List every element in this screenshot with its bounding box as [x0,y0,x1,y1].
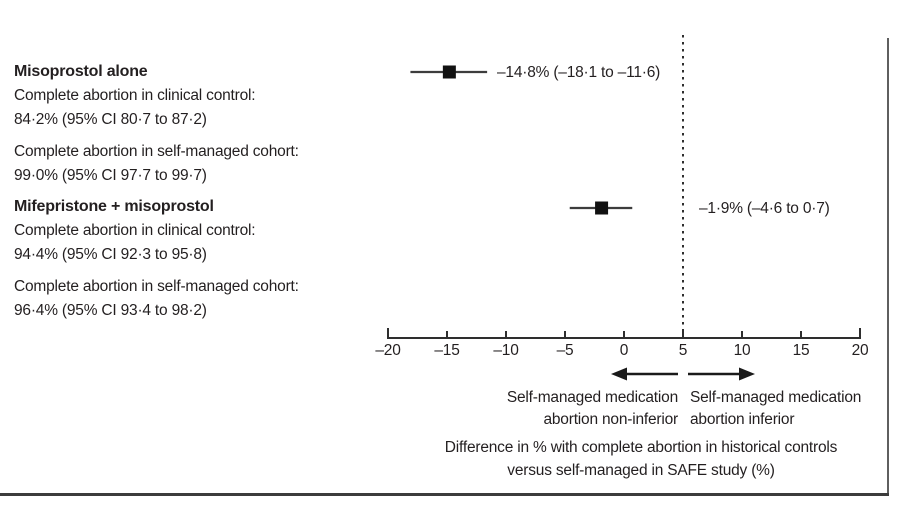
direction-label-line: abortion inferior [690,411,795,428]
group-title: Mifepristone + misoprostol [14,198,214,215]
group-mifepristone-misoprostol: Mifepristone + misoprostol Complete abor… [14,194,404,323]
clinical-control-label: Complete abortion in clinical control: [14,222,256,239]
self-managed-label: Complete abortion in self-managed cohort… [14,143,299,160]
right-arrow-head [739,367,755,381]
self-managed-value: 96·4% (95% CI 93·4 to 98·2) [14,302,207,319]
direction-label-line: abortion non-inferior [543,411,678,428]
clinical-control-value: 94·4% (95% CI 92·3 to 95·8) [14,246,207,263]
figure-border-right [887,38,889,495]
x-axis-tick-label: 5 [678,342,688,359]
point-estimate-marker [595,201,609,215]
x-axis-tick-label: –10 [493,342,519,359]
figure-border-bottom [0,493,889,496]
x-axis-title-line: versus self-managed in SAFE study (%) [507,462,775,479]
x-axis-tick-label: 0 [619,342,629,359]
direction-label-line: Self-managed medication [690,389,862,406]
x-axis-tick-label: 10 [733,342,751,359]
self-managed-value: 99·0% (95% CI 97·7 to 99·7) [14,167,207,184]
group-title: Misoprostol alone [14,63,148,80]
x-axis-tick-label: –15 [434,342,460,359]
left-arrow-head [611,367,627,381]
x-axis-tick-label: –5 [556,342,574,359]
direction-label-inferior: Self-managed medication abortion inferio… [690,387,861,431]
direction-label-non-inferior: Self-managed medication abortion non-inf… [507,387,678,431]
group-misoprostol-alone: Misoprostol alone Complete abortion in c… [14,59,404,188]
clinical-control-label: Complete abortion in clinical control: [14,87,256,104]
x-axis-tick-label: –20 [375,342,401,359]
x-axis-title-line: Difference in % with complete abortion i… [444,439,838,456]
direction-label-line: Self-managed medication [506,389,678,406]
point-estimate-marker [442,65,456,79]
self-managed-label: Complete abortion in self-managed cohort… [14,278,299,295]
x-axis-tick-label: 15 [792,342,810,359]
x-axis-title: Difference in % with complete abortion i… [374,436,905,482]
clinical-control-value: 84·2% (95% CI 80·7 to 87·2) [14,111,207,128]
estimate-annotation-misoprostol: –14·8% (–18·1 to –11·6) [497,64,661,81]
estimate-annotation-mifepristone: –1·9% (–4·6 to 0·7) [699,200,830,217]
x-axis-tick-label: 20 [851,342,869,359]
